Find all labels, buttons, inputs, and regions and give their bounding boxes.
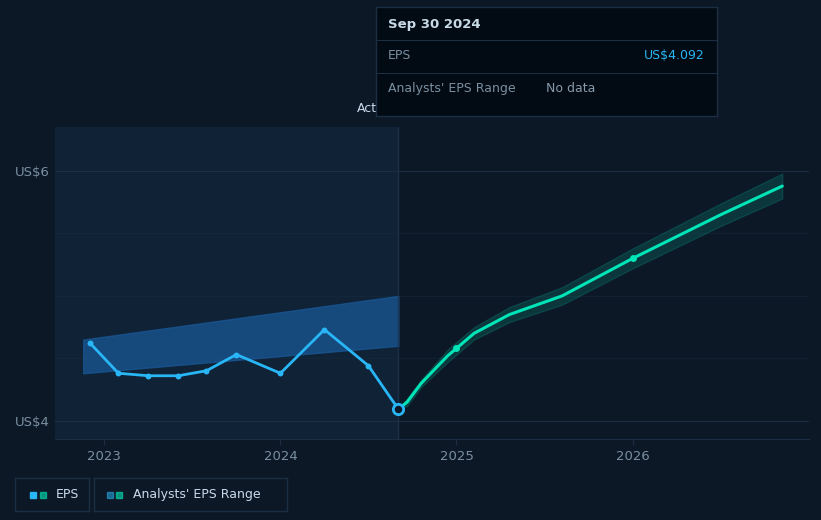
Text: No data: No data: [547, 82, 596, 95]
Point: [362, 361, 375, 370]
Text: US$4.092: US$4.092: [644, 49, 704, 62]
Point: [142, 372, 155, 380]
Point: [230, 350, 243, 359]
Text: Analysts Forecasts: Analysts Forecasts: [400, 102, 516, 115]
Text: Analysts' EPS Range: Analysts' EPS Range: [133, 488, 260, 501]
Text: EPS: EPS: [56, 488, 79, 501]
Point: [274, 369, 287, 378]
Point: [392, 405, 405, 413]
Point: [626, 254, 640, 263]
Point: [84, 339, 97, 347]
Point: [450, 344, 463, 353]
Bar: [55, 127, 398, 439]
Text: Sep 30 2024: Sep 30 2024: [388, 18, 480, 31]
Point: [318, 326, 331, 334]
Point: [112, 369, 125, 378]
Text: Actual: Actual: [357, 102, 397, 115]
Point: [172, 372, 185, 380]
Text: EPS: EPS: [388, 49, 411, 62]
Text: Analysts' EPS Range: Analysts' EPS Range: [388, 82, 516, 95]
Point: [200, 367, 213, 375]
